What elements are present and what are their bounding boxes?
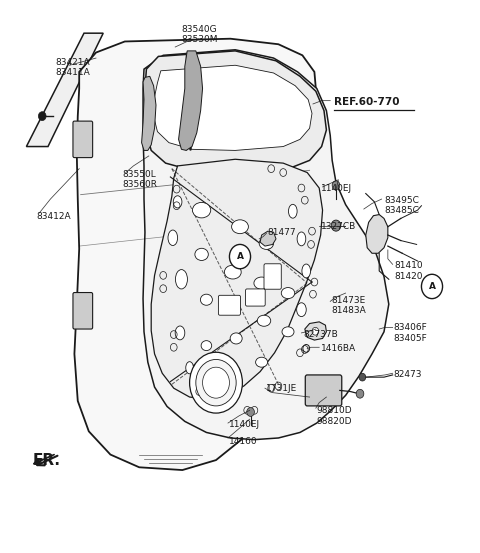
Ellipse shape <box>257 315 271 326</box>
Ellipse shape <box>195 248 208 260</box>
Ellipse shape <box>297 303 306 316</box>
Polygon shape <box>179 51 203 150</box>
Circle shape <box>331 220 341 231</box>
Text: 1731JE: 1731JE <box>266 384 298 393</box>
Ellipse shape <box>282 327 294 337</box>
Ellipse shape <box>175 326 185 340</box>
Polygon shape <box>142 76 156 150</box>
Ellipse shape <box>204 371 214 379</box>
Circle shape <box>38 112 46 121</box>
Polygon shape <box>366 215 388 253</box>
Text: 83406F
83405F: 83406F 83405F <box>394 323 427 343</box>
Polygon shape <box>154 65 312 150</box>
Text: 83421A
83411A: 83421A 83411A <box>55 58 90 77</box>
Polygon shape <box>151 159 323 399</box>
FancyBboxPatch shape <box>73 293 93 329</box>
Polygon shape <box>26 33 101 147</box>
Ellipse shape <box>230 333 242 344</box>
Text: 1416BA: 1416BA <box>321 344 356 353</box>
Text: 82473: 82473 <box>394 371 422 379</box>
Text: 83550L
83560R: 83550L 83560R <box>122 170 157 190</box>
Text: 1140EJ: 1140EJ <box>321 184 352 192</box>
Text: 83495C
83485C: 83495C 83485C <box>384 196 419 216</box>
Polygon shape <box>26 33 103 147</box>
Text: 14160: 14160 <box>229 437 258 446</box>
FancyBboxPatch shape <box>73 121 93 158</box>
FancyBboxPatch shape <box>218 295 240 315</box>
Circle shape <box>196 359 236 406</box>
Ellipse shape <box>201 294 212 305</box>
Ellipse shape <box>231 220 249 234</box>
Text: FR.: FR. <box>33 452 60 468</box>
Text: 82737B: 82737B <box>303 330 338 339</box>
Ellipse shape <box>224 265 241 279</box>
FancyBboxPatch shape <box>246 289 265 306</box>
Polygon shape <box>143 50 389 440</box>
Polygon shape <box>145 51 326 173</box>
Text: 81410
81420: 81410 81420 <box>395 261 423 281</box>
Ellipse shape <box>297 232 306 246</box>
Text: A: A <box>429 282 435 291</box>
Ellipse shape <box>254 277 269 289</box>
Circle shape <box>421 274 443 299</box>
Circle shape <box>356 389 364 398</box>
Polygon shape <box>260 231 276 246</box>
Ellipse shape <box>168 230 178 246</box>
Ellipse shape <box>201 341 212 351</box>
Ellipse shape <box>192 202 211 218</box>
Circle shape <box>203 367 229 398</box>
Ellipse shape <box>176 269 187 289</box>
Text: 1140EJ: 1140EJ <box>229 420 261 429</box>
Polygon shape <box>305 322 326 340</box>
Circle shape <box>359 373 366 381</box>
Polygon shape <box>74 39 326 470</box>
Text: A: A <box>237 252 243 261</box>
Text: 98810D
98820D: 98810D 98820D <box>317 406 352 426</box>
Ellipse shape <box>230 367 240 377</box>
Circle shape <box>229 244 251 269</box>
Circle shape <box>332 181 340 190</box>
Ellipse shape <box>259 237 274 249</box>
Circle shape <box>247 408 254 416</box>
Circle shape <box>190 352 242 413</box>
Text: 81477: 81477 <box>268 228 297 237</box>
FancyBboxPatch shape <box>305 375 342 406</box>
Text: 1327CB: 1327CB <box>321 222 356 231</box>
Ellipse shape <box>173 196 182 208</box>
Ellipse shape <box>256 357 268 367</box>
Ellipse shape <box>281 288 295 299</box>
FancyBboxPatch shape <box>264 264 281 289</box>
Text: 83412A: 83412A <box>36 212 71 221</box>
Text: REF.60-770: REF.60-770 <box>334 97 399 107</box>
Text: 83540G
83530M: 83540G 83530M <box>181 24 217 44</box>
Ellipse shape <box>288 204 297 218</box>
Ellipse shape <box>302 264 311 278</box>
Ellipse shape <box>186 362 193 374</box>
Text: 81473E
81483A: 81473E 81483A <box>331 295 366 315</box>
Circle shape <box>312 327 319 335</box>
